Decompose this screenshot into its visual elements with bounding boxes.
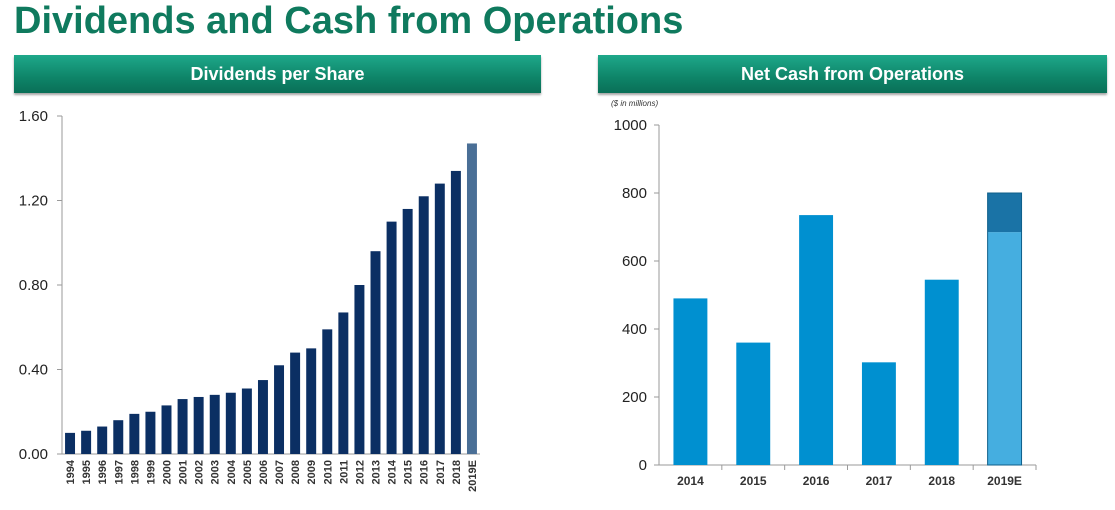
dividends-y-tick-label: 0.80 [19,277,48,294]
dividends-x-tick-label: 2019E [467,460,479,492]
cash-x-tick-label: 2014 [677,474,704,488]
dividends-bar [434,183,445,454]
dividends-x-tick-label: 2017 [435,460,447,484]
cash-bar [799,215,834,465]
dividends-x-tick-label: 2013 [371,460,383,484]
dividends-bar [81,430,92,454]
dividends-x-tick-label: 2002 [194,460,206,484]
dividends-bar [129,413,140,454]
dividends-bar [177,399,188,454]
dividends-x-tick-label: 2005 [242,460,254,484]
dividends-x-tick-label: 2004 [226,459,238,484]
dividends-x-tick-label: 2012 [354,460,366,484]
dividends-bar [322,329,333,454]
dividends-x-tick-label: 1998 [129,460,141,484]
dividends-bar [113,420,124,454]
dividends-x-tick-label: 2009 [306,460,318,484]
page-title: Dividends and Cash from Operations [14,0,684,42]
dividends-x-tick-label: 1996 [97,460,109,484]
dividends-bar [257,380,268,454]
dividends-x-tick-label: 2016 [419,460,431,484]
dividends-y-tick-label: 0.00 [19,446,48,463]
cash-chart-banner: Net Cash from Operations [598,55,1107,93]
dividends-bar [450,170,461,455]
dividends-x-tick-label: 2015 [403,460,415,484]
dividends-bar [161,405,172,454]
cash-y-tick-label: 800 [622,185,647,202]
cash-x-tick-label: 2016 [803,474,830,488]
cash-estimate-range-bar [987,193,1022,233]
dividends-x-tick-label: 1995 [81,460,93,484]
cash-x-tick-label: 2015 [740,474,767,488]
dividends-chart-banner: Dividends per Share [14,55,541,93]
dividends-bar [97,426,108,454]
cash-bar [924,279,959,465]
dividends-bar [402,208,413,454]
dividends-bar [418,196,429,454]
dividends-x-tick-label: 2018 [451,460,463,484]
dividends-bar [145,411,156,454]
dividends-x-tick-label: 2008 [290,460,302,484]
cash-bar [987,232,1022,465]
dividends-x-tick-label: 1997 [113,460,125,484]
dividends-bar [354,285,365,454]
cash-bar [673,298,708,465]
dividends-bar [338,312,349,454]
dividends-bar [306,348,317,454]
cash-bar [861,362,896,465]
cash-y-tick-label: 0 [639,457,647,474]
dividends-x-tick-label: 1994 [65,459,77,484]
cash-y-tick-label: 600 [622,253,647,270]
cash-y-tick-label: 400 [622,321,647,338]
dividends-bar [225,392,236,454]
cash-x-tick-label: 2019E [987,474,1022,488]
dividends-x-tick-label: 2006 [258,460,270,484]
dividends-bar [466,143,477,454]
dividends-x-tick-label: 2014 [387,459,399,484]
cash-estimate-outline [987,192,1023,466]
dividends-bar [193,396,204,454]
dividends-bar [290,352,301,454]
dividends-y-tick-label: 0.40 [19,362,48,379]
cash-bar [736,342,771,465]
dividends-x-tick-label: 2003 [210,460,222,484]
dividends-x-tick-label: 2000 [162,460,174,484]
dividends-bar [386,221,397,454]
dividends-y-tick-label: 1.20 [19,193,48,210]
dividends-y-tick-label: 1.60 [19,108,48,125]
cash-y-tick-label: 200 [622,389,647,406]
cash-y-tick-label: 1000 [614,117,647,134]
dividends-bar [274,365,285,454]
dividends-x-tick-label: 2010 [322,460,334,484]
dividends-x-tick-label: 2011 [338,460,350,484]
dividends-bar [241,388,252,454]
dividends-x-tick-label: 1999 [145,460,157,484]
units-note: ($ in millions) [611,99,658,108]
dividends-x-tick-label: 2001 [178,460,190,484]
cash-x-tick-label: 2017 [866,474,893,488]
cash-x-tick-label: 2018 [928,474,955,488]
dividends-bar [370,251,381,454]
dividends-x-tick-label: 2007 [274,460,286,484]
dividends-bar [209,394,220,454]
dividends-bar [65,432,76,454]
